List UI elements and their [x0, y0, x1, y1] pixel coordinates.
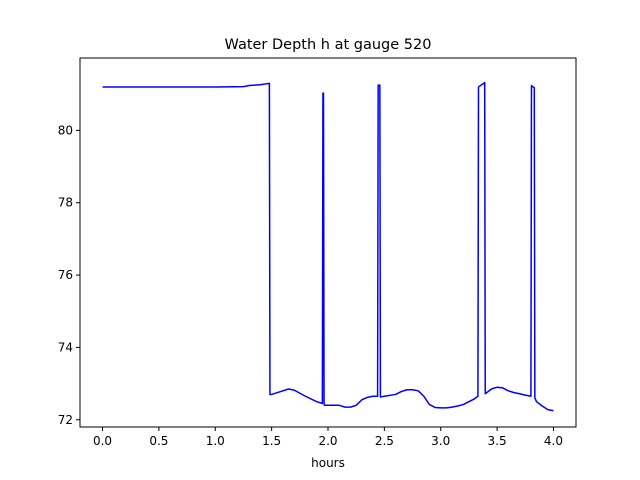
chart-title: Water Depth h at gauge 520: [225, 37, 432, 53]
y-tick-label: 74: [58, 340, 73, 354]
x-tick-label: 2.0: [318, 434, 337, 448]
x-tick-label: 1.5: [262, 434, 281, 448]
x-tick-label: 3.5: [488, 434, 507, 448]
series-group: [102, 81, 554, 412]
x-tick-label: 2.5: [375, 434, 394, 448]
x-tick-label: 4.0: [544, 434, 563, 448]
x-tick-label: 0.0: [93, 434, 112, 448]
x-tick-label: 3.0: [431, 434, 450, 448]
x-tick-label: 0.5: [149, 434, 168, 448]
x-axis: 0.0 0.5 1.0 1.5 2.0 2.5 3.0 3.5 4.0: [93, 427, 563, 448]
x-axis-label: hours: [311, 456, 345, 470]
y-axis: 72 74 76 78 80: [58, 123, 80, 427]
y-tick-label: 80: [58, 123, 73, 137]
series-line-0: [102, 81, 554, 412]
y-tick-label: 72: [58, 413, 73, 427]
x-tick-label: 1.0: [206, 434, 225, 448]
y-tick-label: 76: [58, 268, 73, 282]
y-tick-label: 78: [58, 196, 73, 210]
